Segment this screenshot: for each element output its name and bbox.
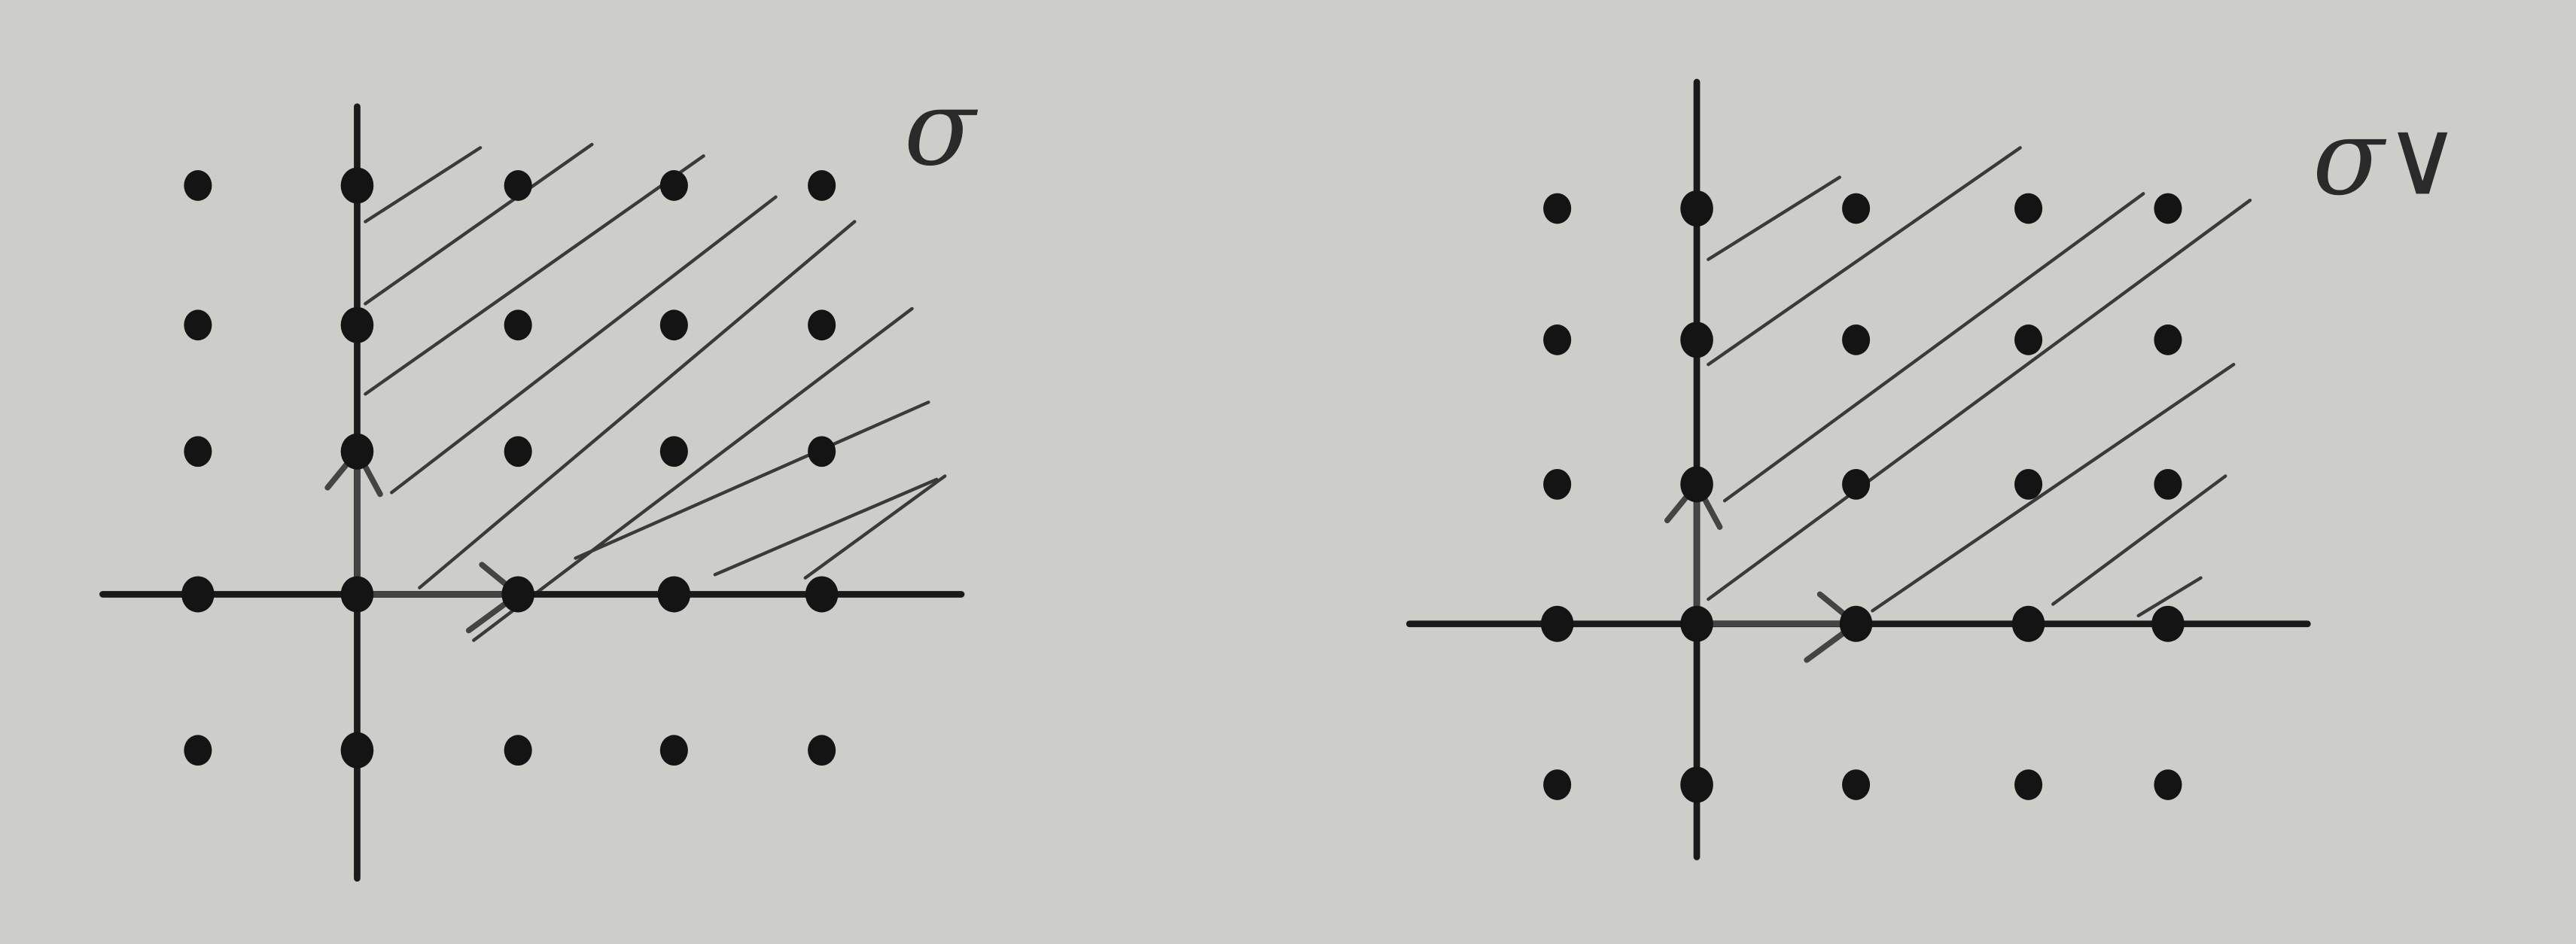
hatch-line <box>1707 175 1841 261</box>
lattice-point <box>340 167 374 204</box>
hatch-line <box>1707 198 2252 601</box>
hatch-line <box>364 146 483 224</box>
hatch-line <box>1871 362 2236 613</box>
lattice-point <box>1543 324 1572 355</box>
lattice-point <box>1680 190 1713 227</box>
hatch-line <box>418 220 857 589</box>
lattice-point <box>808 436 836 467</box>
lattice-point <box>340 433 374 470</box>
lattice-point <box>184 309 212 341</box>
lattice-point <box>1839 605 1873 642</box>
lattice-point <box>2154 324 2182 355</box>
lattice-point <box>1842 193 1871 224</box>
panel-label: σ∨ <box>2313 96 2461 218</box>
lattice-point <box>1680 321 1713 358</box>
hatch-line <box>1722 192 2145 503</box>
hatch-line <box>472 306 914 642</box>
lattice-point <box>1543 468 1572 500</box>
lattice-point <box>1842 468 1871 500</box>
lattice-point <box>2154 769 2182 800</box>
lattice-point <box>2151 605 2185 642</box>
lattice-point <box>504 436 532 467</box>
lattice-point <box>1680 466 1713 503</box>
hatch-line <box>2136 576 2203 618</box>
lattice-point <box>1543 193 1572 224</box>
dual-cone-panel: σ∨ <box>1406 78 2461 860</box>
lattice-point <box>1680 766 1713 803</box>
lattice-point <box>184 170 212 201</box>
lattice-point <box>2014 468 2043 500</box>
hatch-line <box>713 477 939 577</box>
hatch-line <box>364 154 705 396</box>
lattice-point <box>1543 769 1572 800</box>
lattice-point <box>2154 193 2182 224</box>
lattice-point <box>184 735 212 766</box>
lattice-point <box>2011 605 2045 642</box>
lattice-point <box>501 576 534 613</box>
lattice-point <box>340 576 374 613</box>
hatch-line <box>364 142 594 306</box>
panel-label: σ <box>904 66 979 189</box>
lattice-point <box>659 170 688 201</box>
hatch-line <box>803 474 947 580</box>
lattice-point <box>2154 468 2182 500</box>
lattice-point <box>659 735 688 766</box>
lattice-point <box>808 170 836 201</box>
lattice-point <box>340 306 374 343</box>
lattice-point <box>504 735 532 766</box>
hatch-line <box>390 195 778 495</box>
lattice-point <box>1842 324 1871 355</box>
cone-panel: σ <box>99 66 979 882</box>
lattice-point <box>340 732 374 769</box>
lattice-point <box>808 309 836 341</box>
hatch-line <box>574 400 930 560</box>
lattice-point <box>181 576 215 613</box>
lattice-point <box>2014 769 2043 800</box>
lattice-point <box>504 170 532 201</box>
lattice-point <box>808 735 836 766</box>
lattice-point <box>2014 324 2043 355</box>
lattice-point <box>659 309 688 341</box>
lattice-point <box>1540 605 1574 642</box>
lattice-point <box>1680 605 1713 642</box>
lattice-point <box>805 576 839 613</box>
hatch-line <box>2051 474 2227 606</box>
lattice-point <box>2014 193 2043 224</box>
lattice-point <box>659 436 688 467</box>
lattice-point <box>504 309 532 341</box>
lattice-point <box>184 436 212 467</box>
hatch-line <box>1707 146 2022 367</box>
lattice-point <box>657 576 691 613</box>
lattice-point <box>1842 769 1871 800</box>
